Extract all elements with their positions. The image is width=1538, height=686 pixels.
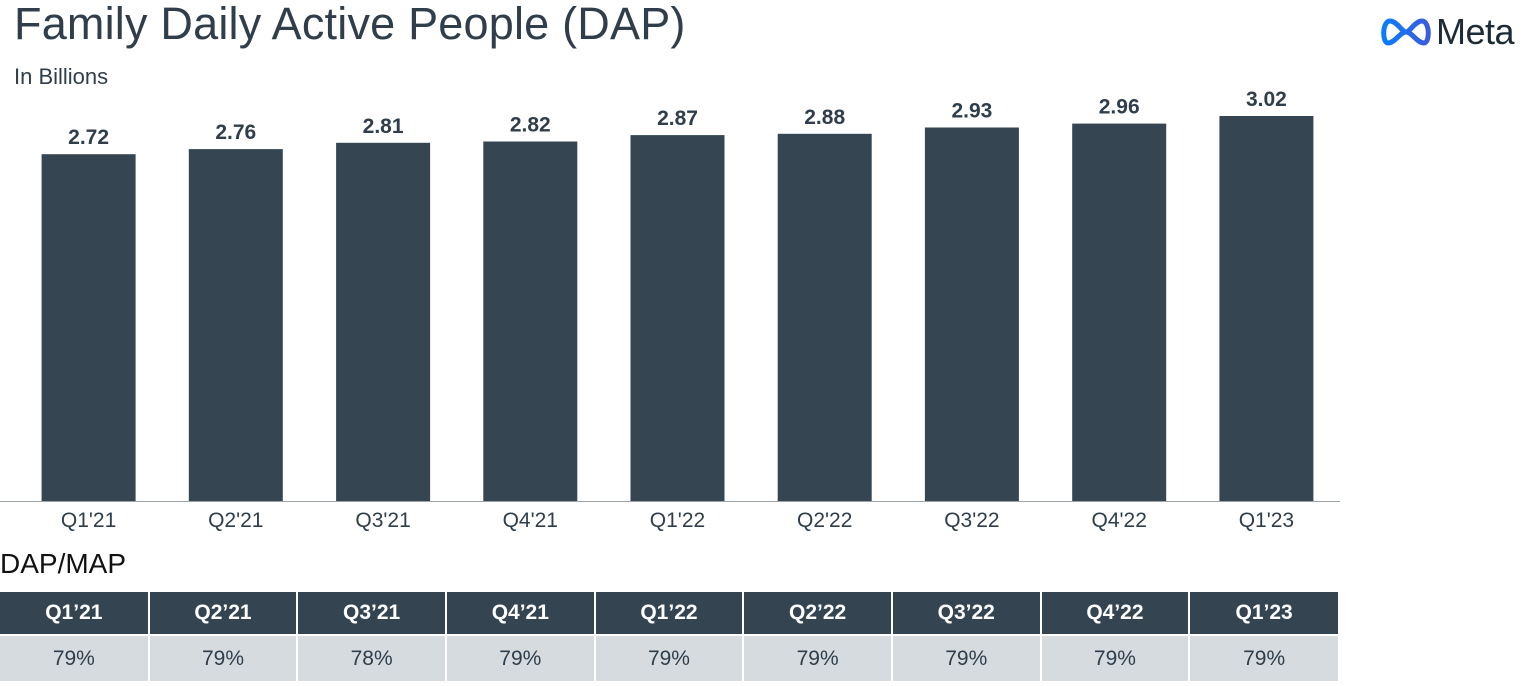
x-tick-label-q1-21: Q1'21 xyxy=(61,509,116,532)
dap-map-value-row: 79% 79% 78% 79% 79% 79% 79% 79% 79% xyxy=(0,634,1338,681)
dap-map-header-q1-21: Q1’21 xyxy=(0,592,150,635)
dap-map-header-q3-22: Q3’22 xyxy=(891,592,1042,635)
dap-map-value-q3-22: 79% xyxy=(891,634,1042,681)
dap-map-header-q2-21: Q2’21 xyxy=(148,592,299,635)
dap-map-table: Q1’21 Q2’21 Q3’21 Q4’21 Q1’22 Q2’22 Q3’2… xyxy=(0,592,1338,681)
dap-map-header-q1-23: Q1’23 xyxy=(1189,592,1338,635)
dap-map-value-q1-21: 79% xyxy=(0,634,150,681)
data-label-q4-21: 2.82 xyxy=(510,114,551,137)
meta-logo-text: Meta xyxy=(1436,11,1515,52)
dap-map-value-q4-22: 79% xyxy=(1040,634,1191,681)
dap-map-header-q2-22: Q2’22 xyxy=(743,592,893,635)
dap-map-header-q4-22: Q4’22 xyxy=(1040,592,1191,635)
bar-q4-21 xyxy=(483,141,578,501)
dap-map-value-q3-21: 78% xyxy=(297,634,447,681)
dap-bar-chart: 2.72 Q1'21 2.76 Q2'21 2.81 Q3'21 2.82 Q4'21 2.87… xyxy=(0,88,1340,532)
bar-q2-22 xyxy=(777,133,872,502)
dap-map-value-q1-22: 79% xyxy=(594,634,745,681)
x-tick-label-q2-22: Q2'22 xyxy=(797,509,852,532)
bar-q2-21 xyxy=(188,149,283,501)
dap-map-value-q4-21: 79% xyxy=(445,634,596,681)
data-label-q2-22: 2.88 xyxy=(804,106,845,129)
dap-map-value-q2-22: 79% xyxy=(743,634,893,681)
dap-map-header-q4-21: Q4’21 xyxy=(445,592,596,635)
meta-logo: Meta xyxy=(1380,10,1532,54)
x-tick-label-q2-21: Q2'21 xyxy=(208,509,263,532)
bar-q1-21 xyxy=(41,154,136,501)
page-title: Family Daily Active People (DAP) xyxy=(14,0,686,49)
data-label-q1-23: 3.02 xyxy=(1246,88,1287,111)
x-tick-label-q1-23: Q1'23 xyxy=(1239,509,1294,532)
data-label-q3-22: 2.93 xyxy=(951,100,992,123)
data-label-q4-22: 2.96 xyxy=(1099,96,1140,119)
x-tick-label-q1-22: Q1'22 xyxy=(650,509,705,532)
chart-subtitle: In Billions xyxy=(14,64,109,89)
bar-q3-22 xyxy=(924,127,1019,501)
dap-map-label: DAP/MAP xyxy=(0,548,127,579)
x-tick-label-q3-22: Q3'22 xyxy=(944,509,999,532)
dap-map-value-q1-23: 79% xyxy=(1189,634,1338,681)
meta-infinity-icon xyxy=(1381,18,1431,46)
dap-map-value-q2-21: 79% xyxy=(148,634,299,681)
data-label-q1-22: 2.87 xyxy=(657,107,698,130)
x-tick-label-q4-21: Q4'21 xyxy=(503,509,558,532)
bar-q4-22 xyxy=(1072,123,1167,501)
data-label-q3-21: 2.81 xyxy=(363,115,404,138)
x-tick-label-q3-21: Q3'21 xyxy=(355,509,410,532)
data-label-q2-21: 2.76 xyxy=(215,121,256,144)
bar-q1-23 xyxy=(1219,116,1314,501)
data-label-q1-21: 2.72 xyxy=(68,126,109,149)
dap-map-header-q3-21: Q3’21 xyxy=(297,592,447,635)
dap-map-header-q1-22: Q1’22 xyxy=(594,592,745,635)
dap-map-header-row: Q1’21 Q2’21 Q3’21 Q4’21 Q1’22 Q2’22 Q3’2… xyxy=(0,592,1338,635)
bar-q3-21 xyxy=(336,142,431,502)
x-tick-label-q4-22: Q4'22 xyxy=(1092,509,1147,532)
bar-q1-22 xyxy=(630,135,725,501)
